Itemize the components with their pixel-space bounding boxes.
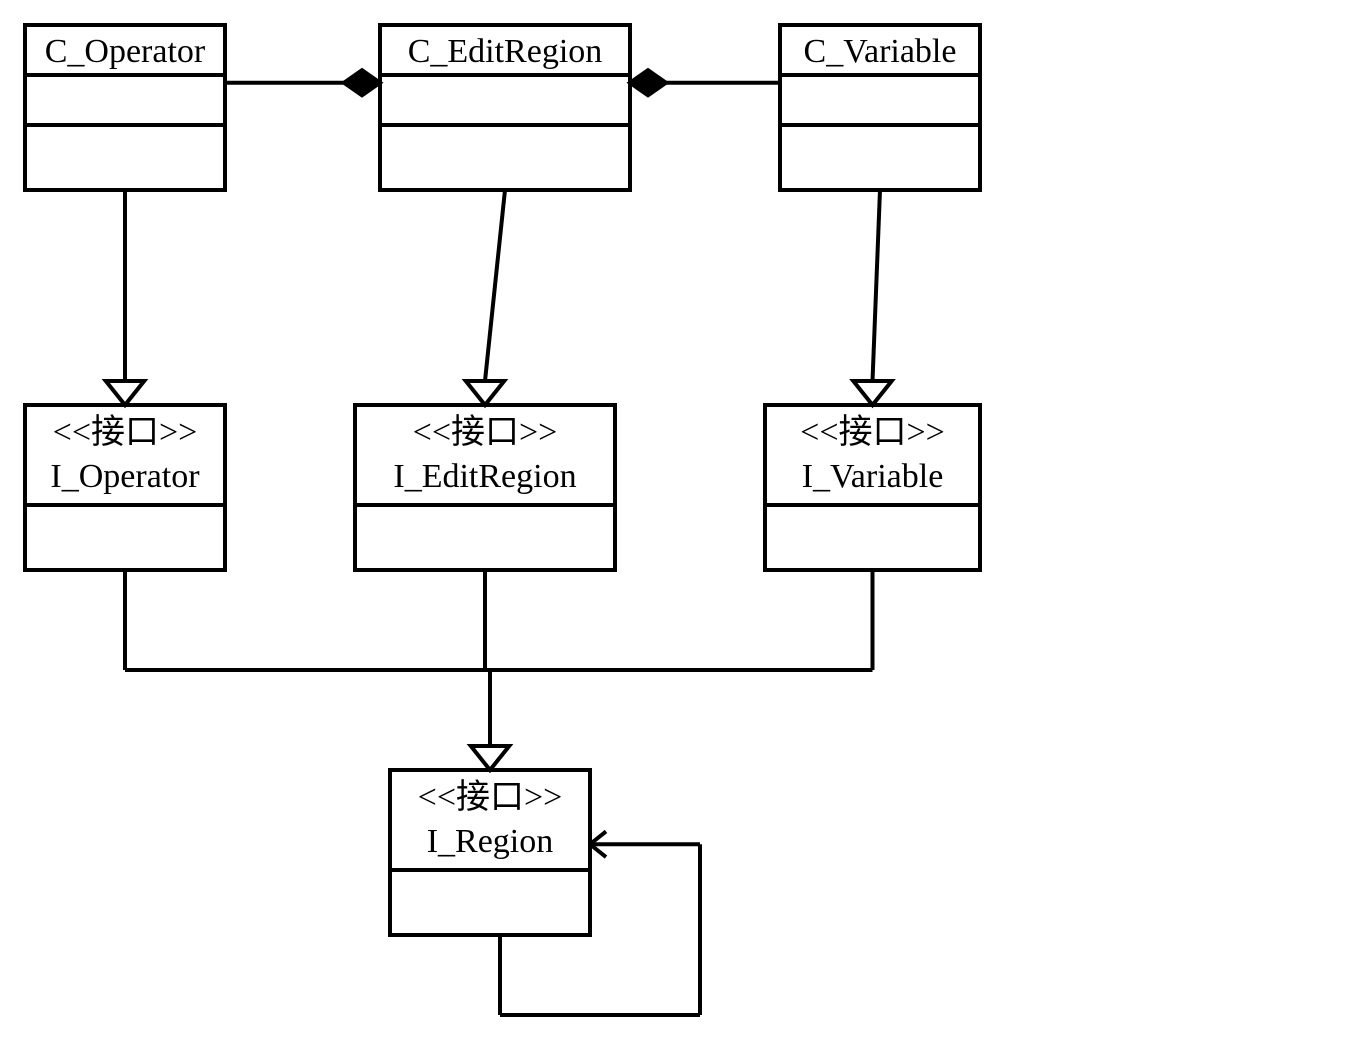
class-name-label: C_EditRegion [408, 33, 603, 70]
class-i_region: <<接口>> I_Region [390, 770, 590, 935]
class-i_variable: <<接口>> I_Variable [765, 405, 980, 570]
uml-diagram: C_Operator C_EditRegion C_Variable <<接口>> I_… [20, 20, 1020, 1020]
relation-composition [630, 70, 780, 95]
class-name-label: C_Operator [45, 33, 206, 70]
class-name-label: I_Operator [50, 458, 200, 495]
stereotype-label: <<接口>> [418, 779, 563, 816]
stereotype-label: <<接口>> [800, 414, 945, 451]
relation-composition [225, 70, 380, 95]
class-i_operator: <<接口>> I_Operator [25, 405, 225, 570]
class-c_operator: C_Operator [25, 25, 225, 190]
stereotype-label: <<接口>> [413, 414, 558, 451]
relation-realization [466, 190, 505, 405]
relation-generalization-merge [125, 570, 873, 770]
stereotype-label: <<接口>> [53, 414, 198, 451]
class-name-label: I_EditRegion [393, 458, 576, 495]
class-name-label: I_Region [427, 823, 554, 860]
class-c_editregion: C_EditRegion [380, 25, 630, 190]
relation-realization [106, 190, 144, 405]
class-name-label: C_Variable [804, 33, 957, 70]
class-i_editregion: <<接口>> I_EditRegion [355, 405, 615, 570]
class-c_variable: C_Variable [780, 25, 980, 190]
class-name-label: I_Variable [802, 458, 944, 495]
relation-realization [853, 190, 891, 405]
